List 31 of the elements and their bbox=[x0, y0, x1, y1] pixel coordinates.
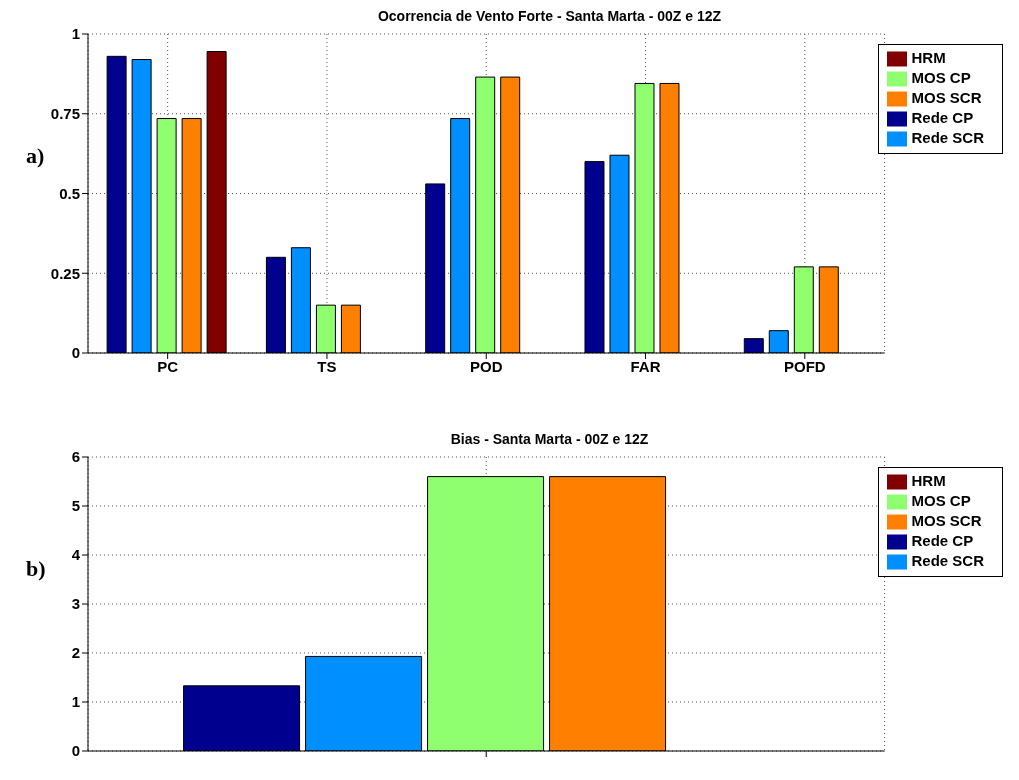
text: a) bbox=[26, 142, 45, 169]
text: b) bbox=[26, 556, 46, 583]
legend-label: HRM bbox=[911, 48, 946, 66]
y-tick-label: 0.5 bbox=[59, 184, 80, 202]
y-tick-label: 0.75 bbox=[50, 105, 80, 123]
y-tick-label: 3 bbox=[71, 595, 80, 613]
legend-label: MOS CP bbox=[911, 68, 971, 86]
chart-title: Ocorrencia de Vento Forte - Santa Marta - 00Z e 12Z bbox=[376, 8, 723, 26]
x-tick-label: FAR bbox=[630, 357, 661, 375]
y-tick-label: 5 bbox=[71, 497, 80, 515]
x-tick-label: POFD bbox=[783, 357, 826, 375]
y-tick-label: 1 bbox=[71, 25, 80, 43]
y-tick-label: 1 bbox=[71, 693, 80, 711]
legend-label: Rede SCR bbox=[911, 128, 984, 146]
x-tick-label: TS bbox=[317, 357, 337, 375]
legend-label: MOS CP bbox=[911, 491, 971, 509]
y-tick-label: 0 bbox=[71, 344, 80, 362]
x-tick-label: POD bbox=[469, 357, 503, 375]
y-tick-label: 0 bbox=[71, 742, 80, 760]
legend-label: Rede SCR bbox=[911, 551, 984, 569]
chart-title: Bias - Santa Marta - 00Z e 12Z bbox=[449, 431, 650, 449]
legend-label: HRM bbox=[911, 471, 946, 489]
y-tick-label: 2 bbox=[71, 644, 80, 662]
x-tick-label: PC bbox=[157, 357, 179, 375]
legend-label: Rede CP bbox=[911, 108, 974, 126]
y-tick-label: 4 bbox=[71, 546, 81, 564]
legend-label: MOS SCR bbox=[911, 511, 982, 529]
legend-label: MOS SCR bbox=[911, 88, 982, 106]
legend-label: Rede CP bbox=[911, 531, 974, 549]
y-tick-label: 6 bbox=[71, 448, 80, 466]
y-tick-label: 0.25 bbox=[50, 264, 80, 282]
